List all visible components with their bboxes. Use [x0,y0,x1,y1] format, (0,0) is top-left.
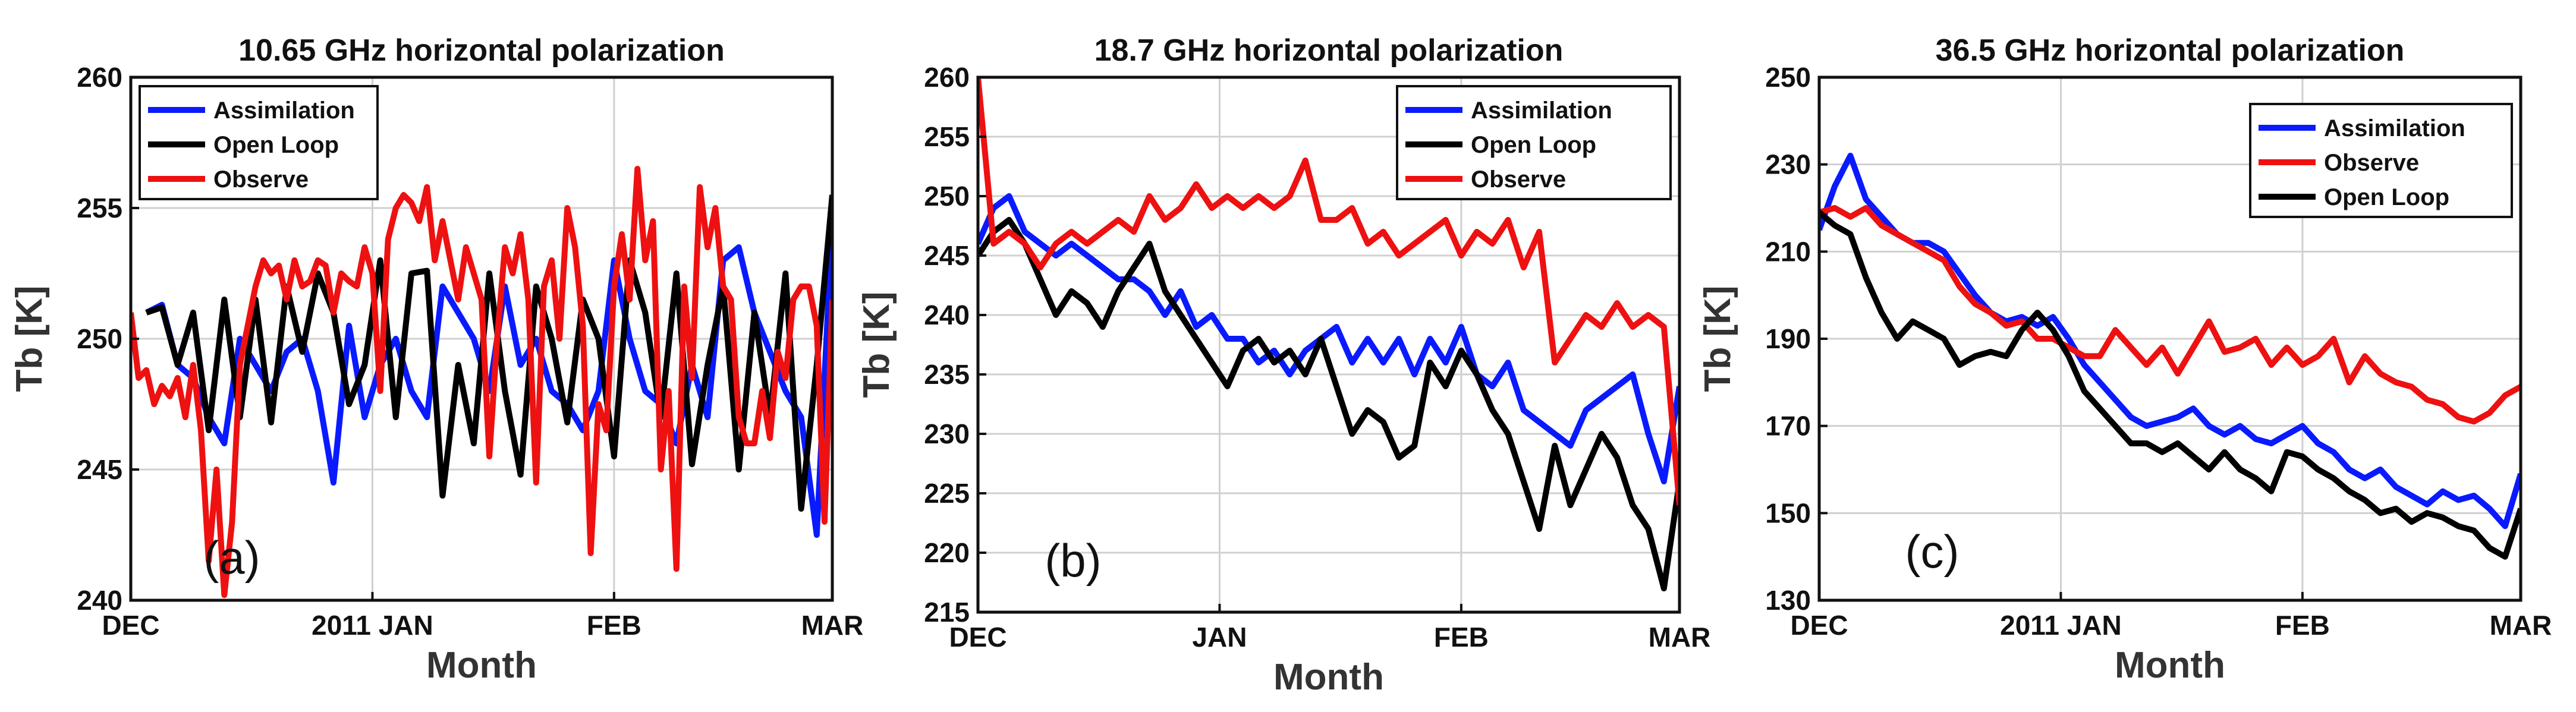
x-tick-label: MAR [2490,610,2552,641]
x-tick-label: 2011 JAN [2000,610,2122,641]
y-axis-label: Tb [K] [9,285,50,392]
x-tick-label: FEB [587,610,641,641]
y-tick-label: 250 [1765,62,1811,93]
series-line-assimilation [1819,153,2521,530]
y-tick-label: 240 [77,585,122,616]
x-tick-label: FEB [2275,610,2330,641]
y-tick-label: 250 [77,323,122,354]
legend-entry: Observe [2324,150,2419,176]
series-line-open-loop [1819,210,2521,560]
x-axis-label: Month [426,645,537,686]
legend-entry: Assimilation [2324,115,2465,141]
y-tick-label: 245 [924,240,970,271]
y-tick-label: 190 [1765,323,1811,354]
y-tick-label: 220 [924,537,970,568]
x-tick-label: MAR [801,610,864,641]
legend-entry: Observe [213,166,309,193]
y-tick-label: 170 [1765,411,1811,442]
chart-panel-2: 215 220 225 230 235 240 245 250 255 260 DEC JAN FEB M… [856,33,1710,698]
chart-title: 36.5 GHz horizontal polarization [1936,33,2405,68]
panel-label: (a) [203,531,260,584]
series-line-assimilation [978,193,1679,484]
y-tick-label: 225 [924,478,970,509]
x-axis-label: Month [2115,645,2225,686]
legend-entry: Open Loop [213,132,339,158]
legend: Assimilation Observe Open Loop [2249,103,2513,218]
y-tick-label: 130 [1765,585,1811,616]
x-tick-label: JAN [1192,622,1247,653]
panel-label: (c) [1905,525,1959,578]
series-line-observe [131,166,832,598]
legend: Assimilation Open Loop Observe [1396,85,1672,200]
y-tick-label: 230 [1765,149,1811,180]
x-tick-label: DEC [102,610,159,641]
y-tick-label: 255 [77,193,122,223]
y-tick-label: 240 [924,300,970,330]
y-tick-label: 150 [1765,497,1811,528]
y-axis-label: Tb [K] [1697,285,1738,392]
chart-title: 10.65 GHz horizontal polarization [238,33,725,68]
series-line-open-loop [978,217,1679,591]
y-tick-label: 215 [924,597,970,628]
axes-frame [976,75,1681,614]
panel-label: (b) [1045,534,1101,587]
legend-entry: Observe [1471,166,1566,193]
y-tick-label: 255 [924,121,970,152]
y-tick-label: 250 [924,181,970,212]
y-tick-label: 245 [77,454,122,485]
series-line-observe [1819,205,2521,425]
x-axis-label: Month [1273,657,1384,698]
legend-entry: Open Loop [1471,132,1596,158]
y-tick-label: 260 [77,62,122,93]
y-tick-label: 235 [924,359,970,390]
legend-entry: Open Loop [2324,184,2449,210]
x-tick-label: FEB [1434,622,1489,653]
x-tick-label: 2011 JAN [312,610,433,641]
x-tick-label: DEC [1790,610,1848,641]
series-line-observe [978,77,1679,506]
series-line-open-loop [145,194,832,512]
x-tick-label: MAR [1649,622,1711,653]
legend-entry: Assimilation [1471,97,1612,124]
chart-title: 18.7 GHz horizontal polarization [1094,33,1564,68]
y-tick-label: 210 [1765,236,1811,267]
y-tick-label: 230 [924,418,970,449]
chart-panel-3: 130 150 170 190 210 230 250 DEC 2011 JAN FEB MAR 36… [1697,33,2552,686]
y-axis-label: Tb [K] [856,291,897,398]
y-tick-label: 260 [924,62,970,93]
legend: Assimilation Open Loop Observe [139,85,379,200]
x-tick-label: DEC [949,622,1007,653]
chart-panel-1: 240 245 250 255 260 DEC 2011 JAN FEB MAR 10.65 GH… [9,33,863,686]
legend-entry: Assimilation [213,97,355,124]
